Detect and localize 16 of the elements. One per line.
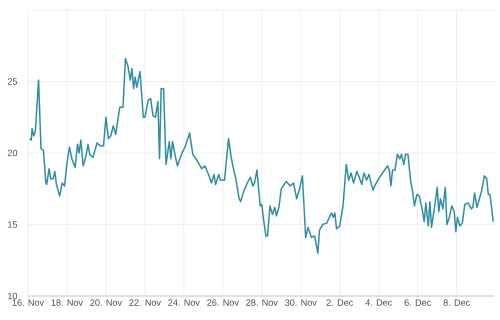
x-tick-label: 16. Nov — [12, 299, 44, 306]
x-tick-label: 20. Nov — [90, 299, 122, 306]
x-tick-label: 22. Nov — [129, 299, 161, 306]
y-tick-label: 25 — [8, 78, 18, 85]
y-tick-label: 10 — [8, 292, 18, 300]
x-tick-label: 4. Dec — [365, 299, 392, 306]
x-tick-label: 6. Dec — [404, 299, 431, 306]
y-tick-label: 20 — [8, 150, 18, 156]
x-tick-label: 26. Nov — [207, 299, 239, 306]
x-tick-label: 18. Nov — [52, 299, 83, 306]
x-tick-label: 24. Nov — [168, 299, 200, 306]
x-tick-label: 8. Dec — [444, 299, 470, 306]
y-tick-label: 15 — [8, 221, 18, 228]
x-tick-label: 2. Dec — [326, 299, 354, 306]
x-tick-label: 28. Nov — [246, 299, 278, 306]
x-tick-label: 30. Nov — [285, 299, 317, 306]
